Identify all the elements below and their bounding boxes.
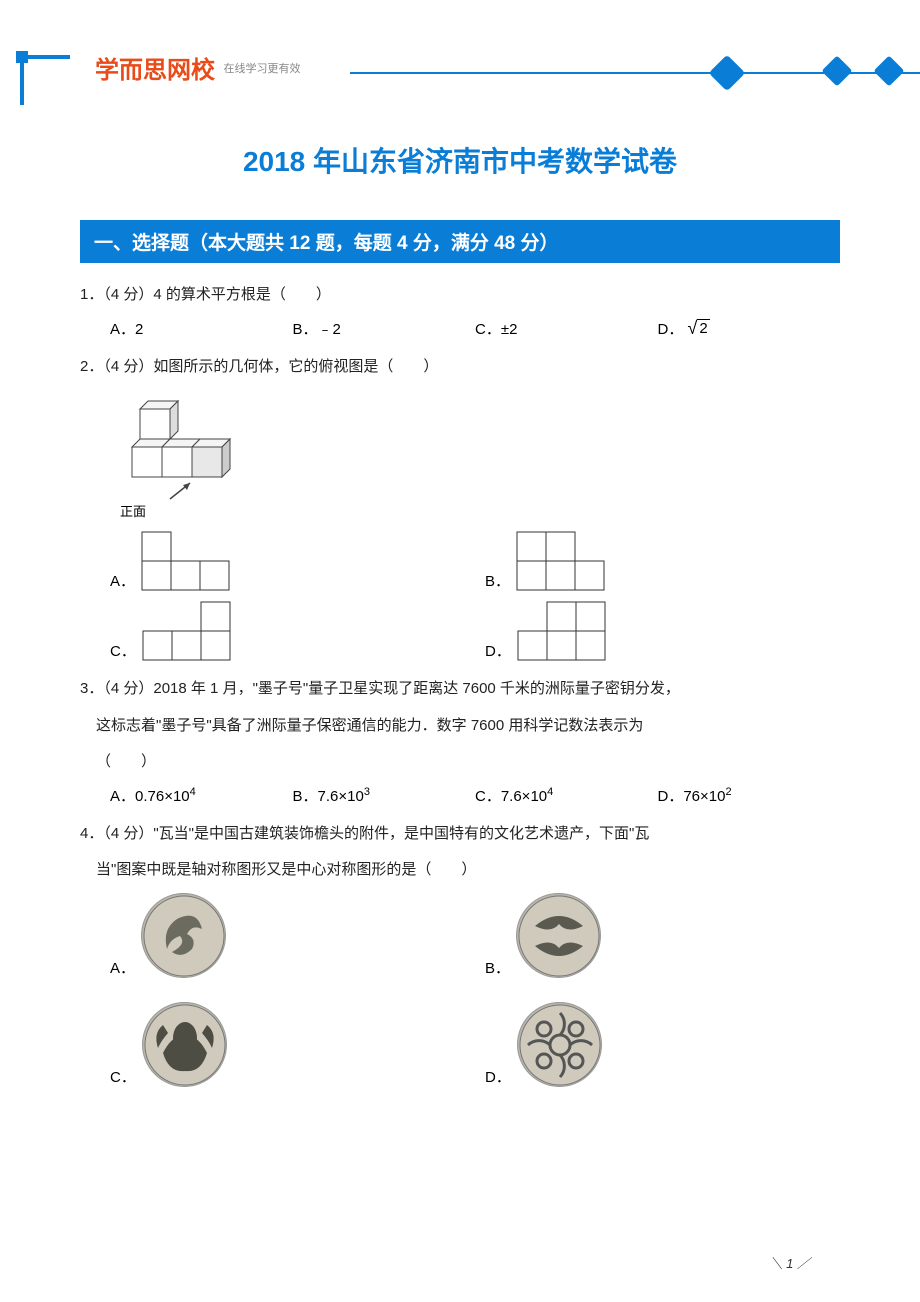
q2-opt-d: D． xyxy=(485,601,840,661)
q3-opt-c: C．7.6×104 xyxy=(475,785,658,806)
question-2: 2．（4 分）如图所示的几何体，它的俯视图是（ ） xyxy=(80,353,840,382)
q1-opt-b: B．﹣2 xyxy=(293,318,476,339)
q4-a-label: A． xyxy=(110,957,135,978)
question-4-line1: 4．（4 分）"瓦当"是中国古建筑装饰檐头的附件，是中国特有的文化艺术遗产，下面… xyxy=(80,820,840,849)
q4-a-tile-icon xyxy=(141,893,226,978)
q3-options: A．0.76×104 B．7.6×103 C．7.6×104 D．76×102 xyxy=(80,785,840,806)
q4-b-label: B． xyxy=(485,957,510,978)
q2-c-shape-icon xyxy=(142,601,232,661)
question-4-line2: 当"图案中既是轴对称图形又是中心对称图形的是（ ） xyxy=(80,856,840,885)
sqrt-icon: 2 xyxy=(688,318,710,339)
q4-opt-c: C． xyxy=(110,1002,465,1087)
page-number: ＼ 1 ／ xyxy=(770,1253,810,1272)
q2-3d-solid-icon xyxy=(120,391,250,501)
q3-c-sup: 4 xyxy=(547,786,553,798)
q2-d-shape-icon xyxy=(517,601,607,661)
q3-opt-b: B．7.6×103 xyxy=(293,785,476,806)
q2-b-shape-icon xyxy=(516,531,606,591)
q2-b-label: B． xyxy=(485,570,510,591)
q1-d-prefix: D． xyxy=(658,321,684,338)
header-corner-deco xyxy=(20,55,70,105)
q4-opt-d: D． xyxy=(485,1002,840,1087)
logo-text: 学而思网校 xyxy=(95,50,215,85)
q1-opt-d: D． 2 xyxy=(658,318,841,339)
q1-opt-c: C．±2 xyxy=(475,318,658,339)
q3-c-pre: C．7.6×10 xyxy=(475,788,547,805)
q2-opt-c: C． xyxy=(110,601,465,661)
q3-d-sup: 2 xyxy=(725,786,731,798)
q1-opt-a: A．2 xyxy=(110,318,293,339)
q2-c-label: C． xyxy=(110,640,136,661)
q2-d-label: D． xyxy=(485,640,511,661)
question-1: 1．（4 分）4 的算术平方根是（ ） xyxy=(80,281,840,310)
q3-a-sup: 4 xyxy=(190,786,196,798)
q4-opt-a: A． xyxy=(110,893,465,978)
q4-c-label: C． xyxy=(110,1066,136,1087)
q4-d-tile-icon xyxy=(517,1002,602,1087)
q3-b-pre: B．7.6×10 xyxy=(293,788,364,805)
q2-front-label: 正面 xyxy=(120,504,146,519)
q3-b-sup: 3 xyxy=(364,786,370,798)
page-header: 学而思网校 在线学习更有效 xyxy=(0,0,920,100)
q3-d-pre: D．76×10 xyxy=(658,788,726,805)
question-3-line2: 这标志着"墨子号"具备了洲际量子保密通信的能力．数字 7600 用科学记数法表示… xyxy=(80,712,840,741)
q3-opt-a: A．0.76×104 xyxy=(110,785,293,806)
q1-d-radicand: 2 xyxy=(697,319,709,337)
q4-c-tile-icon xyxy=(142,1002,227,1087)
q4-d-label: D． xyxy=(485,1066,511,1087)
q3-a-pre: A．0.76×10 xyxy=(110,788,190,805)
q2-opt-b: B． xyxy=(485,531,840,591)
exam-title: 2018 年山东省济南市中考数学试卷 xyxy=(80,140,840,180)
q2-figure: 正面 xyxy=(80,391,840,521)
content-area: 2018 年山东省济南市中考数学试卷 一、选择题（本大题共 12 题，每题 4 … xyxy=(0,100,920,1141)
q2-a-label: A． xyxy=(110,570,135,591)
header-right-deco xyxy=(826,60,900,82)
q2-a-shape-icon xyxy=(141,531,231,591)
logo-subtitle: 在线学习更有效 xyxy=(223,63,300,75)
q4-opt-b: B． xyxy=(485,893,840,978)
q2-options: A． B． C． xyxy=(80,531,840,661)
q4-b-tile-icon xyxy=(516,893,601,978)
q1-options: A．2 B．﹣2 C．±2 D． 2 xyxy=(80,318,840,339)
question-3-line3: （ ） xyxy=(80,748,840,777)
q3-opt-d: D．76×102 xyxy=(658,785,841,806)
q2-opt-a: A． xyxy=(110,531,465,591)
question-3-line1: 3．（4 分）2018 年 1 月，"墨子号"量子卫星实现了距离达 7600 千… xyxy=(80,675,840,704)
q4-options: A． B． C． xyxy=(80,893,840,1087)
section-header: 一、选择题（本大题共 12 题，每题 4 分，满分 48 分） xyxy=(80,220,840,263)
